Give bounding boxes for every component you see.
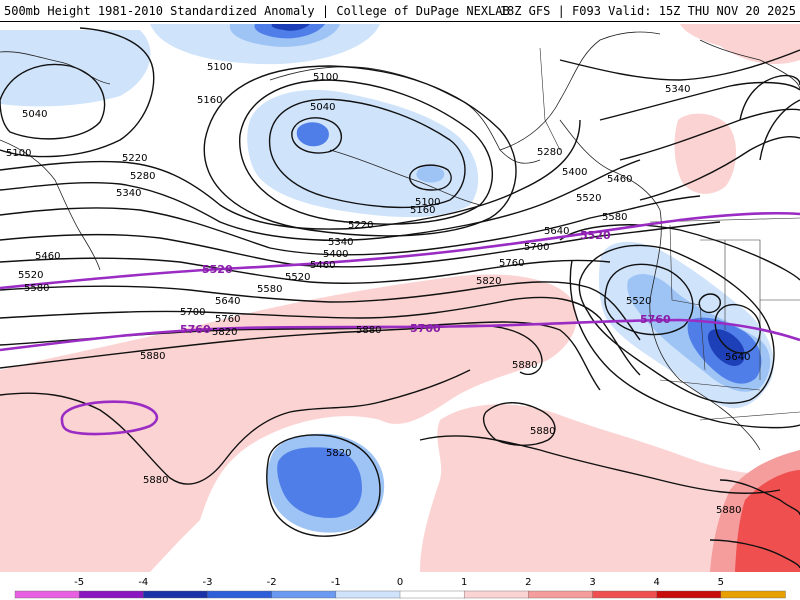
contour-label: 5100 [313,72,338,83]
contour-label: 5100 [207,62,232,73]
legend-color-swatches [14,590,786,599]
contour-label: 5280 [130,171,155,182]
contour-label: 5700 [180,307,205,318]
contour-label: 5640 [215,296,240,307]
map-header: 500mb Height 1981-2010 Standardized Anom… [0,0,800,22]
legend-swatch [335,590,401,599]
contour-label: 5580 [257,284,282,295]
legend-swatch [656,590,722,599]
highlight-label: 5760 [180,323,211,336]
contour-label: 5820 [476,276,501,287]
highlighted-contours [0,211,800,436]
contour-label: 5520 [626,296,651,307]
model-run-valid-time: 18Z GFS | F093 Valid: 15Z THU NOV 20 202… [499,4,796,18]
legend-swatch [592,590,658,599]
contour-label: 5460 [310,260,335,271]
contour-label: 5820 [212,327,237,338]
contour-labels: 5040 5100 5100 5160 5100 5040 5220 5280 … [6,62,750,516]
contour-label: 5220 [122,153,147,164]
contour-label: 5520 [576,193,601,204]
contour-label: 5580 [602,212,627,223]
legend-tick-label: -1 [331,577,341,588]
contour-label: 5100 [6,148,31,159]
anomaly-color-bar: -5 -4 -3 -2 -1 0 1 2 3 4 5 [0,572,800,600]
contour-label: 5460 [607,174,632,185]
legend-swatch [720,590,786,599]
legend-swatch [463,590,530,599]
legend-tick-label: -2 [267,577,277,588]
highlighted-contour-labels: 5520 5520 5760 5760 5760 [180,229,671,336]
legend-swatch [528,590,594,599]
highlight-label: 5760 [410,322,441,335]
contour-label: 5820 [326,448,351,459]
legend-tick-label: 0 [397,577,403,588]
legend-swatch [14,590,80,599]
contour-label: 5460 [35,251,60,262]
highlight-label: 5520 [202,263,233,276]
anomaly-map: 5040 5100 5100 5160 5100 5040 5220 5280 … [0,22,800,572]
legend-tick-label: 3 [589,577,595,588]
contour-label: 5700 [524,242,549,253]
contour-label: 5040 [22,109,47,120]
contour-label: 5640 [544,226,569,237]
contour-label: 5880 [143,475,168,486]
negative-anomaly-shading [0,24,774,533]
contour-label: 5520 [285,272,310,283]
contour-label: 5880 [530,426,555,437]
legend-tick-label: 2 [525,577,531,588]
legend-swatch [399,590,465,599]
contour-label: 5280 [537,147,562,158]
highlight-label: 5520 [580,229,611,242]
contour-label: 5340 [665,84,690,95]
contour-label: 5400 [562,167,587,178]
legend-tick-label: -4 [138,577,148,588]
contour-label: 5880 [140,351,165,362]
contour-label: 5160 [197,95,222,106]
legend-tick-label: 1 [461,577,467,588]
legend-swatch [143,590,209,599]
contour-label: 5340 [328,237,353,248]
map-title: 500mb Height 1981-2010 Standardized Anom… [4,4,510,18]
legend-tick-label: 5 [718,577,724,588]
contour-label: 5220 [348,220,373,231]
legend-swatch [207,590,273,599]
contour-label: 5100 [415,197,440,208]
contour-label: 5760 [499,258,524,269]
legend-swatch [78,590,145,599]
legend-tick-label: 4 [653,577,659,588]
legend-tick-labels: -5 -4 -3 -2 -1 0 1 2 3 4 5 [74,577,724,588]
legend-tick-label: -3 [203,577,213,588]
contour-label: 5880 [512,360,537,371]
contour-label: 5580 [24,283,49,294]
legend-swatch [271,590,337,599]
contour-label: 5880 [356,325,381,336]
contour-label: 5160 [410,205,435,216]
contour-label: 5340 [116,188,141,199]
highlight-label: 5760 [640,313,671,326]
positive-anomaly-shading [0,24,800,572]
contour-label: 5520 [18,270,43,281]
legend-tick-label: -5 [74,577,84,588]
contour-label: 5760 [215,314,240,325]
contour-label: 5640 [725,352,750,363]
contour-label: 5880 [716,505,741,516]
contour-label: 5040 [310,102,335,113]
contour-label: 5400 [323,249,348,260]
